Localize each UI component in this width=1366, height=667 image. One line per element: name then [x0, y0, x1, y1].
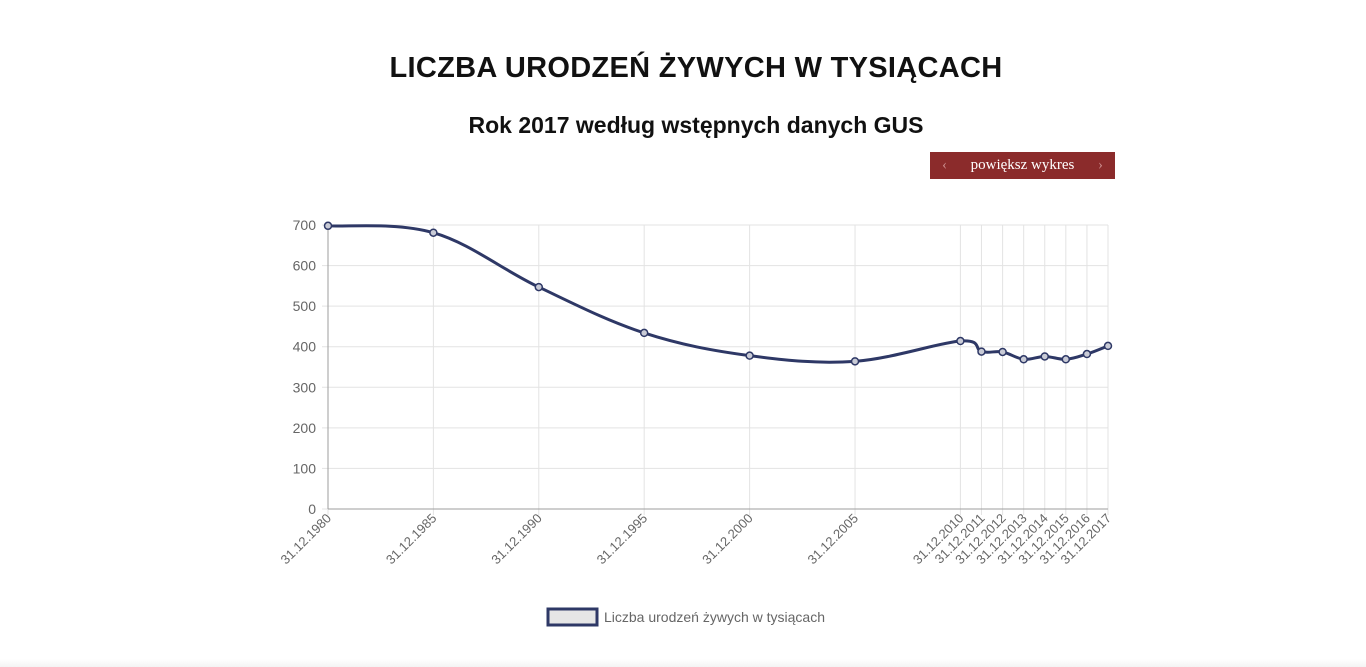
zoom-chart-button-label: powiększ wykres [970, 157, 1075, 173]
data-point [745, 351, 754, 360]
y-tick-label: 300 [293, 379, 317, 395]
chevron-left-icon: ‹ [942, 157, 947, 173]
x-tick-label: 31.12.1985 [383, 511, 440, 568]
y-tick-label: 600 [293, 258, 317, 274]
x-tick-label: 31.12.1980 [277, 511, 334, 568]
legend-swatch [546, 607, 599, 627]
data-point [850, 357, 860, 366]
y-tick-label: 0 [308, 501, 316, 517]
chevron-right-icon: › [1097, 157, 1103, 173]
y-tick-label: 500 [293, 298, 317, 314]
y-tick-label: 100 [293, 460, 317, 476]
data-point [1061, 355, 1071, 364]
legend-label: Liczba urodzeń żywych w tysiącach [604, 609, 825, 625]
x-tick-label: 31.12.2000 [699, 511, 756, 568]
x-tick-label: 31.12.2005 [805, 511, 862, 568]
grid [322, 224, 1109, 515]
y-tick-label: 200 [293, 420, 317, 436]
chart-title: LICZBA URODZEŃ ŻYWYCH W TYSIĄCACH [389, 52, 1003, 84]
x-tick-label: 31.12.1995 [594, 511, 651, 568]
chart-subtitle: Rok 2017 według wstępnych danych GUS [468, 112, 924, 138]
data-point [1019, 355, 1028, 364]
y-tick-label: 700 [293, 217, 317, 233]
footer-shade [0, 659, 1366, 667]
data-point [323, 221, 333, 231]
data-point [956, 336, 965, 346]
data-point [429, 228, 438, 237]
data-point [1040, 352, 1049, 361]
data-point [534, 282, 544, 292]
data-point [998, 347, 1007, 357]
y-tick-label: 400 [293, 339, 317, 355]
x-tick-label: 31.12.1990 [488, 511, 545, 568]
series-line [327, 224, 1109, 364]
data-point [639, 328, 649, 338]
data-point [977, 347, 986, 356]
zoom-chart-button[interactable]: ‹ powiększ wykres › [930, 152, 1115, 179]
data-point [1082, 349, 1092, 359]
data-point [1103, 341, 1113, 351]
